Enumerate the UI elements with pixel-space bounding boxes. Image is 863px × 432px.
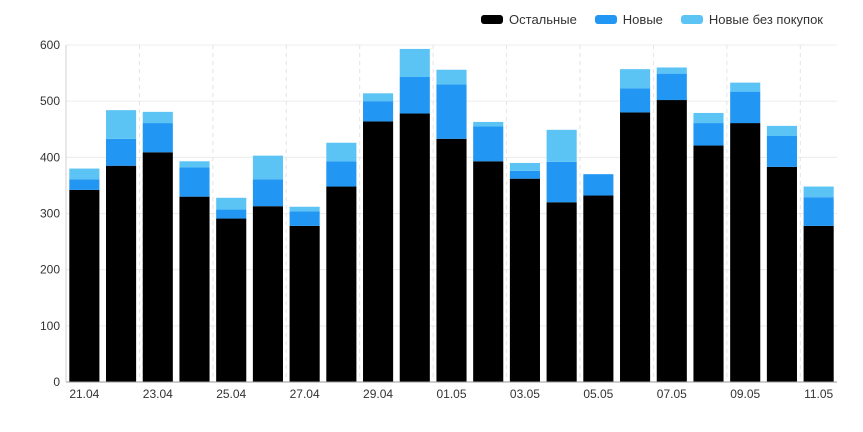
bar-segment-other[interactable] — [106, 165, 137, 382]
x-tick-label: 25.04 — [216, 387, 246, 401]
bar-segment-new-no-purchase[interactable] — [179, 161, 210, 168]
bar-segment-new-no-purchase[interactable] — [106, 110, 137, 139]
y-tick-label: 0 — [53, 375, 60, 389]
legend-label-new-no-purchase: Новые без покупок — [708, 12, 823, 27]
x-tick-label: 07.05 — [657, 387, 687, 401]
bar-segment-new-no-purchase[interactable] — [803, 186, 834, 198]
bar-segment-new[interactable] — [326, 161, 357, 187]
bar-segment-new[interactable] — [546, 161, 577, 203]
bar-segment-other[interactable] — [473, 161, 504, 382]
bar-segment-new-no-purchase[interactable] — [473, 121, 504, 127]
bar-segment-new-no-purchase[interactable] — [69, 168, 100, 180]
bar-segment-other[interactable] — [142, 152, 173, 382]
bar-segment-new-no-purchase[interactable] — [326, 142, 357, 162]
bar-segment-new[interactable] — [216, 209, 247, 219]
x-tick-label: 23.04 — [143, 387, 173, 401]
bar-segment-new[interactable] — [142, 123, 173, 153]
bar-segment-other[interactable] — [179, 196, 210, 382]
bar-segment-new[interactable] — [730, 91, 761, 124]
bar-segment-new[interactable] — [436, 84, 467, 139]
bar-segment-new[interactable] — [473, 126, 504, 162]
y-tick-label: 200 — [40, 263, 60, 277]
legend-label-new: Новые — [622, 12, 663, 27]
bar-segment-new-no-purchase[interactable] — [656, 67, 687, 74]
bar-segment-other[interactable] — [803, 225, 834, 382]
bar-segment-other[interactable] — [620, 112, 651, 383]
bar-segment-new[interactable] — [179, 167, 210, 197]
bar-segment-new-no-purchase[interactable] — [693, 112, 724, 124]
bar-segment-other[interactable] — [289, 225, 320, 382]
bar-segment-new-no-purchase[interactable] — [216, 197, 247, 210]
x-tick-label: 27.04 — [290, 387, 320, 401]
y-tick-label: 400 — [40, 150, 60, 164]
bar-segment-new[interactable] — [399, 77, 430, 114]
x-tick-label: 05.05 — [583, 387, 613, 401]
x-tick-label: 29.04 — [363, 387, 393, 401]
y-tick-label: 300 — [40, 207, 60, 221]
bar-segment-other[interactable] — [436, 138, 467, 382]
legend-item-new-no-purchase[interactable]: Новые без покупок — [680, 12, 823, 27]
bar-segment-other[interactable] — [326, 186, 357, 382]
bar-segment-new-no-purchase[interactable] — [546, 129, 577, 162]
bar-segment-new[interactable] — [106, 138, 137, 166]
bar-segment-other[interactable] — [693, 145, 724, 382]
bar-segment-new[interactable] — [803, 197, 834, 226]
bar-segment-new-no-purchase[interactable] — [363, 93, 394, 102]
bar-segment-new[interactable] — [656, 73, 687, 101]
bar-segment-new[interactable] — [252, 179, 283, 207]
bar-segment-new[interactable] — [583, 174, 614, 196]
legend-swatch-new — [594, 15, 617, 24]
bar-segment-other[interactable] — [546, 202, 577, 382]
legend-swatch-new-no-purchase — [680, 15, 703, 24]
bar-segment-new-no-purchase[interactable] — [620, 69, 651, 89]
bar-segment-other[interactable] — [69, 189, 100, 382]
bar-segment-other[interactable] — [730, 123, 761, 383]
bar-segment-other[interactable] — [252, 206, 283, 382]
bar-segment-new[interactable] — [69, 179, 100, 190]
bar-segment-other[interactable] — [509, 178, 540, 382]
bar-segment-new-no-purchase[interactable] — [730, 82, 761, 92]
bar-segment-other[interactable] — [583, 195, 614, 382]
legend-item-other[interactable]: Остальные — [481, 12, 577, 27]
x-tick-label: 09.05 — [730, 387, 760, 401]
bar-segment-other[interactable] — [216, 218, 247, 382]
bar-segment-other[interactable] — [363, 121, 394, 383]
bar-segment-new-no-purchase[interactable] — [252, 155, 283, 180]
y-tick-label: 600 — [40, 38, 60, 52]
x-tick-label: 21.04 — [69, 387, 99, 401]
legend-item-new[interactable]: Новые — [594, 12, 663, 27]
bar-segment-new-no-purchase[interactable] — [142, 111, 173, 124]
bar-segment-new[interactable] — [289, 211, 320, 226]
bar-segment-new[interactable] — [766, 135, 797, 167]
x-tick-label: 01.05 — [436, 387, 466, 401]
legend-label-other: Остальные — [509, 12, 577, 27]
bar-segment-new-no-purchase[interactable] — [766, 125, 797, 136]
bar-segment-new-no-purchase[interactable] — [509, 162, 540, 171]
bar-segment-new-no-purchase[interactable] — [289, 206, 320, 212]
y-tick-label: 100 — [40, 319, 60, 333]
bar-segment-new[interactable] — [509, 170, 540, 179]
legend-swatch-other — [481, 15, 504, 24]
bar-segment-new[interactable] — [693, 123, 724, 146]
y-tick-label: 500 — [40, 94, 60, 108]
bar-segment-new-no-purchase[interactable] — [399, 48, 430, 78]
x-tick-label: 03.05 — [510, 387, 540, 401]
bar-segment-new[interactable] — [363, 101, 394, 122]
legend: Остальные Новые Новые без покупок — [481, 12, 823, 27]
bar-segment-other[interactable] — [656, 100, 687, 382]
bar-segment-other[interactable] — [766, 166, 797, 382]
x-tick-label: 11.05 — [804, 387, 833, 401]
bar-segment-new-no-purchase[interactable] — [436, 69, 467, 85]
bar-segment-new[interactable] — [620, 88, 651, 113]
bar-segment-other[interactable] — [399, 113, 430, 383]
